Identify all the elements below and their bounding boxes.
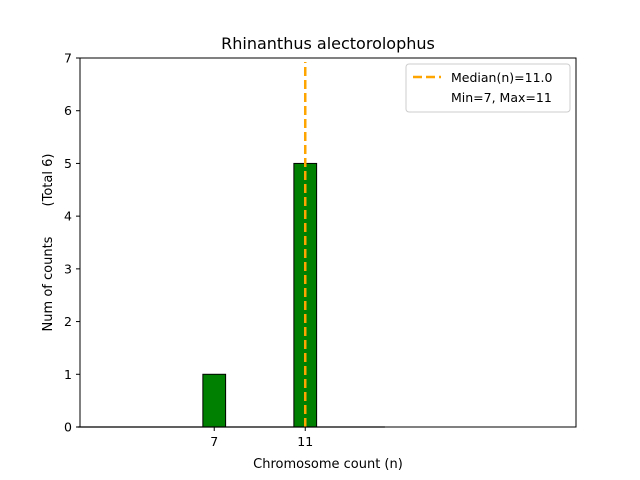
y-axis-total-label: (Total 6) <box>41 154 56 207</box>
y-ticks: 0 1 2 3 4 5 6 7 <box>64 51 80 435</box>
y-tick-label: 1 <box>64 367 72 382</box>
x-ticks: 7 11 <box>210 427 313 449</box>
y-tick-label: 4 <box>64 209 72 224</box>
bars-group <box>202 162 318 428</box>
y-tick-label: 3 <box>64 261 72 276</box>
legend-median-label: Median(n)=11.0 <box>451 70 552 85</box>
plot-frame <box>79 57 577 428</box>
x-axis-label: Chromosome count (n) <box>253 457 403 472</box>
y-tick-label: 2 <box>64 314 72 329</box>
y-tick-label: 0 <box>64 420 72 435</box>
legend-range-label: Min=7, Max=11 <box>451 90 552 105</box>
legend-box <box>405 63 571 113</box>
legend: Median(n)=11.0 Min=7, Max=11 <box>405 63 571 113</box>
x-tick-label: 7 <box>210 434 218 449</box>
chart-title: Rhinanthus alectorolophus <box>221 34 435 53</box>
y-axis-label: Num of counts <box>41 236 56 331</box>
y-tick-label: 7 <box>64 51 72 66</box>
y-tick-label: 5 <box>64 156 72 171</box>
bar-7 <box>202 373 227 428</box>
x-tick-label: 11 <box>297 434 313 449</box>
y-tick-label: 6 <box>64 103 72 118</box>
